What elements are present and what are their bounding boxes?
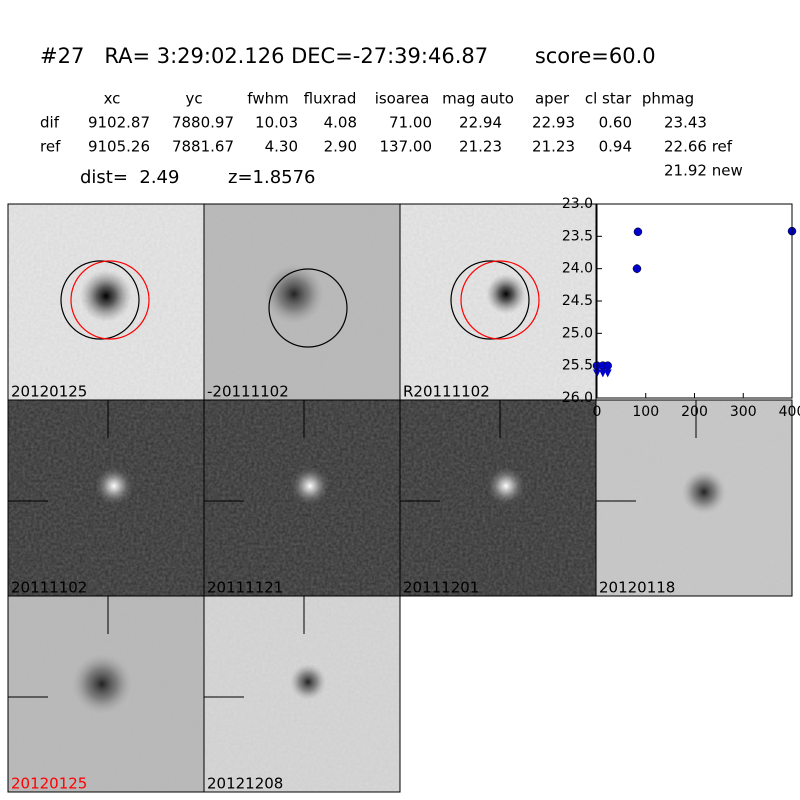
y-tick-label: 24.0 bbox=[562, 261, 593, 277]
column-header: aper bbox=[535, 90, 570, 108]
cell: 4.08 bbox=[324, 114, 357, 132]
cell: 71.00 bbox=[389, 114, 432, 132]
source bbox=[290, 466, 330, 506]
y-tick-label: 25.5 bbox=[562, 358, 593, 374]
cell: 7881.67 bbox=[172, 138, 234, 156]
stamp-frame bbox=[203, 595, 401, 793]
stamp-label: 20111201 bbox=[403, 579, 479, 597]
stamps: 20120125 -20111102 R20111102 20111102 201111… bbox=[7, 203, 793, 793]
table: xc yc fwhm fluxrad isoarea mag auto aper cl sta… bbox=[40, 90, 733, 156]
cell: 22.66 ref bbox=[664, 138, 733, 156]
column-header: fwhm bbox=[247, 90, 288, 108]
column-header: fluxrad bbox=[304, 90, 357, 108]
source bbox=[682, 470, 726, 514]
new-mag: 21.92 new bbox=[664, 162, 743, 180]
stamp-label: 20111121 bbox=[207, 579, 283, 597]
source bbox=[486, 466, 526, 506]
title: #27 RA= 3:29:02.126 DEC=-27:39:46.87 sco… bbox=[40, 44, 656, 68]
y-tick-label: 23.0 bbox=[562, 196, 593, 212]
cell: 137.00 bbox=[380, 138, 433, 156]
cell: 21.23 bbox=[532, 138, 575, 156]
x-tick-label: 200 bbox=[681, 404, 708, 420]
cell: 22.93 bbox=[532, 114, 575, 132]
stamp-label: 20111102 bbox=[11, 579, 87, 597]
source bbox=[264, 264, 324, 324]
source bbox=[290, 664, 326, 700]
x-tick-label: 100 bbox=[632, 404, 659, 420]
x-tick-label: 300 bbox=[730, 404, 757, 420]
source bbox=[80, 270, 132, 322]
column-header: xc bbox=[104, 90, 121, 108]
x-tick-label: 400 bbox=[779, 404, 800, 420]
source bbox=[486, 274, 526, 314]
y-tick-label: 25.0 bbox=[562, 325, 593, 341]
data-point bbox=[632, 264, 642, 273]
cell: 2.90 bbox=[324, 138, 357, 156]
y-tick-label: 26.0 bbox=[562, 390, 593, 406]
cell: 4.30 bbox=[265, 138, 298, 156]
source bbox=[72, 654, 132, 714]
cell: 9102.87 bbox=[88, 114, 150, 132]
cell: 10.03 bbox=[255, 114, 298, 132]
aperture bbox=[60, 260, 140, 340]
distance: dist= 2.49 bbox=[80, 167, 179, 188]
row-label: ref bbox=[40, 138, 61, 156]
stamp-label: 20121208 bbox=[207, 775, 283, 793]
stamp-label: 20120125 bbox=[11, 775, 87, 793]
limit-point bbox=[603, 369, 612, 378]
aperture bbox=[70, 260, 150, 340]
column-header: mag auto bbox=[442, 90, 514, 108]
stamp-label: -20111102 bbox=[207, 383, 289, 401]
cell: 9105.26 bbox=[88, 138, 150, 156]
column-header: isoarea bbox=[375, 90, 430, 108]
redshift: z=1.8576 bbox=[228, 167, 316, 188]
plot-frame bbox=[596, 203, 793, 399]
y-tick-label: 24.5 bbox=[562, 293, 593, 309]
aperture bbox=[268, 268, 348, 348]
source bbox=[94, 466, 134, 506]
light-curve: 23.0 23.5 24.0 24.5 25.0 25.5 26.00 100 200 300 40… bbox=[562, 196, 800, 420]
row-label: dif bbox=[40, 114, 60, 132]
y-tick-label: 23.5 bbox=[562, 228, 593, 244]
aperture bbox=[450, 260, 530, 340]
column-header: yc bbox=[185, 90, 202, 108]
column-header: phmag bbox=[642, 90, 694, 108]
cell: 0.94 bbox=[599, 138, 632, 156]
stamp-label: R20111102 bbox=[403, 383, 490, 401]
data-point bbox=[603, 361, 612, 370]
cell: 23.43 bbox=[664, 114, 707, 132]
plot-area bbox=[597, 204, 792, 398]
x-tick-label: 0 bbox=[593, 404, 602, 420]
cell: 22.94 bbox=[459, 114, 502, 132]
aperture bbox=[460, 260, 540, 340]
cell: 0.60 bbox=[599, 114, 632, 132]
stamp-frame bbox=[595, 399, 793, 597]
cell: 21.23 bbox=[459, 138, 502, 156]
stamp-label: 20120125 bbox=[11, 383, 87, 401]
data-point bbox=[633, 227, 643, 237]
cell: 7880.97 bbox=[172, 114, 234, 132]
column-header: cl star bbox=[585, 90, 632, 108]
stamp-label: 20120118 bbox=[599, 579, 675, 597]
